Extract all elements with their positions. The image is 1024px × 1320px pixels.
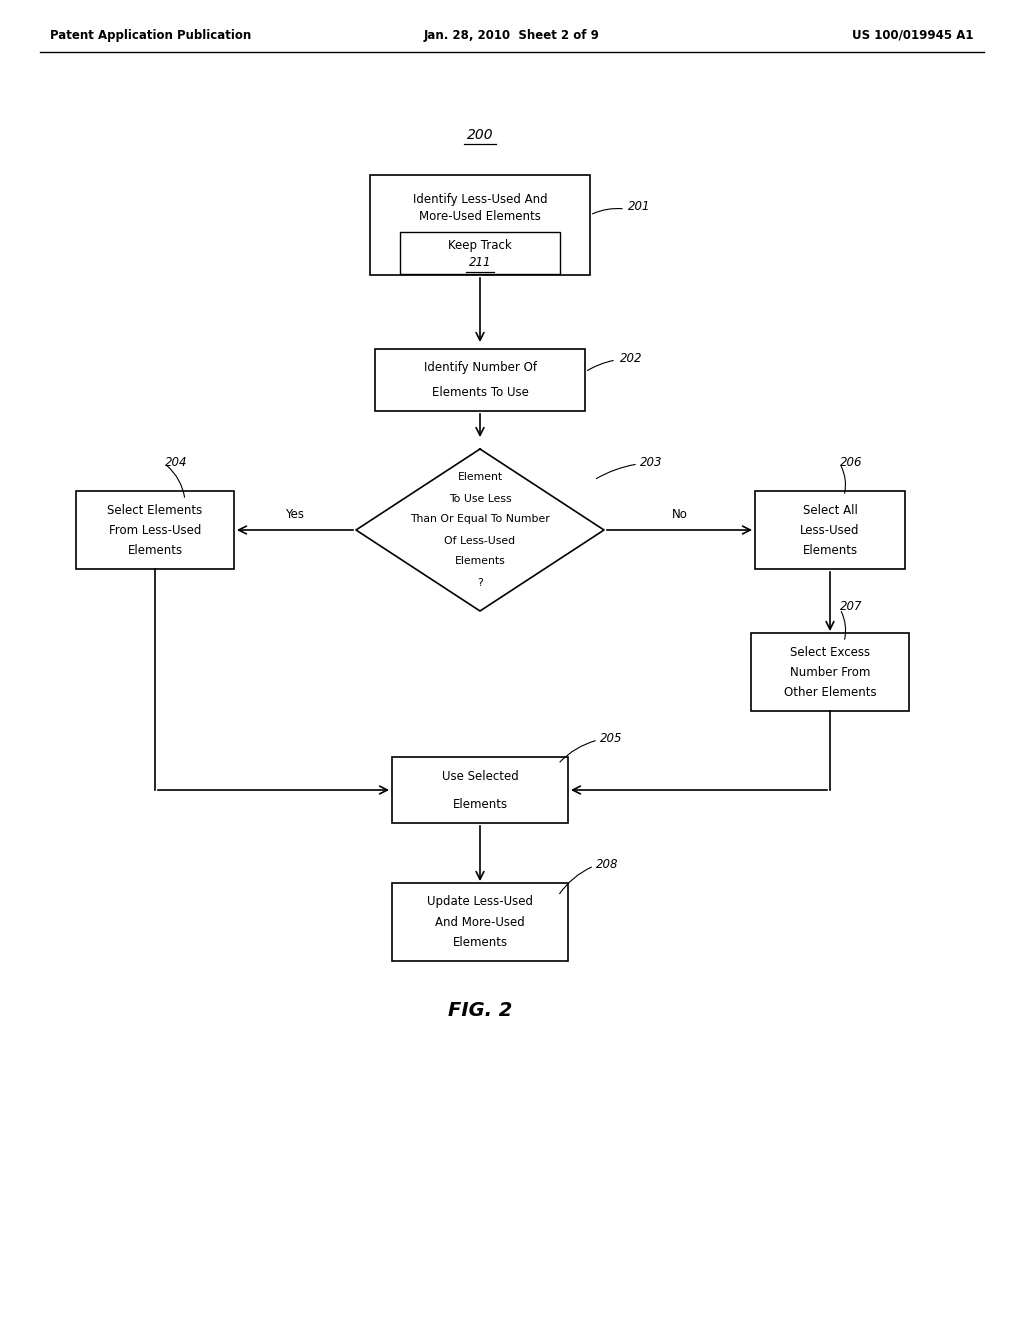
Text: Less-Used: Less-Used: [800, 524, 860, 536]
Text: Other Elements: Other Elements: [783, 685, 877, 698]
Text: 204: 204: [165, 455, 187, 469]
Text: Elements: Elements: [127, 544, 182, 557]
Bar: [400, 232, 560, 275]
Bar: [370, 176, 590, 275]
Text: Identify Number Of: Identify Number Of: [424, 362, 537, 375]
Text: 205: 205: [600, 731, 623, 744]
Text: Identify Less-Used And: Identify Less-Used And: [413, 193, 547, 206]
Text: 206: 206: [840, 455, 862, 469]
Text: 211: 211: [469, 256, 492, 268]
Text: FIG. 2: FIG. 2: [447, 1001, 512, 1019]
Text: More-Used Elements: More-Used Elements: [419, 210, 541, 223]
Text: 208: 208: [596, 858, 618, 870]
Text: Elements: Elements: [453, 797, 508, 810]
Bar: [751, 634, 909, 711]
Bar: [76, 491, 234, 569]
Text: Elements To Use: Elements To Use: [431, 385, 528, 399]
Text: From Less-Used: From Less-Used: [109, 524, 201, 536]
Text: Yes: Yes: [286, 507, 304, 520]
Text: No: No: [672, 507, 687, 520]
Text: Element: Element: [458, 473, 503, 483]
Text: Select Elements: Select Elements: [108, 503, 203, 516]
Text: 201: 201: [628, 201, 650, 214]
Text: Of Less-Used: Of Less-Used: [444, 536, 515, 545]
Bar: [392, 756, 568, 822]
Text: ?: ?: [477, 578, 483, 587]
Text: Update Less-Used: Update Less-Used: [427, 895, 534, 908]
Text: Number From: Number From: [790, 665, 870, 678]
Text: Patent Application Publication: Patent Application Publication: [50, 29, 251, 41]
Text: Select All: Select All: [803, 503, 857, 516]
Text: Than Or Equal To Number: Than Or Equal To Number: [411, 515, 550, 524]
Text: Jan. 28, 2010  Sheet 2 of 9: Jan. 28, 2010 Sheet 2 of 9: [424, 29, 600, 41]
Text: 207: 207: [840, 601, 862, 614]
Text: Use Selected: Use Selected: [441, 770, 518, 783]
Text: Keep Track: Keep Track: [449, 239, 512, 252]
Text: Elements: Elements: [803, 544, 857, 557]
Text: Elements: Elements: [453, 936, 508, 949]
Text: And More-Used: And More-Used: [435, 916, 525, 928]
Text: Select Excess: Select Excess: [790, 645, 870, 659]
Text: 203: 203: [640, 455, 663, 469]
Text: To Use Less: To Use Less: [449, 494, 511, 503]
Text: 202: 202: [620, 351, 642, 364]
Bar: [392, 883, 568, 961]
Bar: [375, 348, 585, 411]
Text: 200: 200: [467, 128, 494, 143]
Text: US 100/019945 A1: US 100/019945 A1: [853, 29, 974, 41]
Bar: [755, 491, 905, 569]
Text: Elements: Elements: [455, 557, 506, 566]
